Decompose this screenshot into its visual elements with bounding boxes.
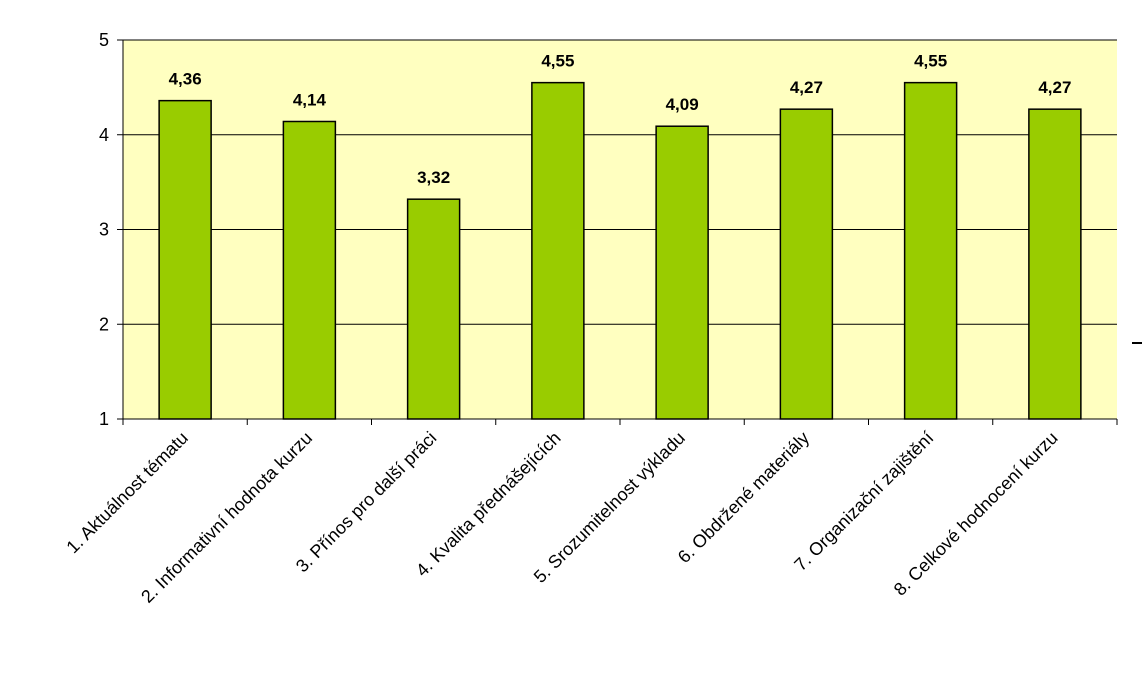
category-label: 1. Aktuálnost tématu — [62, 428, 191, 557]
bar — [158, 99, 212, 420]
data-label: 4,36 — [169, 70, 202, 89]
data-labels: 4,36 4,14 3,32 4,55 4,09 4,27 4,55 4,27 — [169, 52, 1072, 188]
bar — [903, 81, 958, 420]
bar — [655, 125, 709, 420]
data-label: 4,55 — [914, 52, 947, 71]
category-label: 6. Obdržené materiály — [674, 428, 813, 567]
data-label: 3,32 — [417, 168, 450, 187]
category-label: 7. Organizační zajištění — [790, 428, 937, 575]
y-axis: 1 2 3 4 5 — [99, 30, 124, 429]
data-label: 4,27 — [1038, 78, 1071, 97]
bars — [158, 81, 1082, 420]
data-label: 4,55 — [541, 52, 574, 71]
data-label: 4,14 — [293, 90, 327, 109]
y-tick-label: 2 — [99, 314, 109, 334]
y-tick-label: 1 — [99, 409, 109, 429]
data-label: 4,09 — [666, 95, 699, 114]
y-tick-label: 4 — [99, 125, 109, 145]
bar — [406, 198, 461, 420]
category-label: 3. Přínos pro další práci — [292, 428, 441, 577]
y-tick-label: 5 — [99, 30, 109, 50]
bar — [282, 120, 337, 420]
category-label: 4. Kvalita přednášejících — [412, 428, 565, 581]
bar — [779, 108, 834, 420]
bar — [1028, 108, 1082, 420]
data-label: 4,27 — [790, 78, 823, 97]
y-tick-label: 3 — [99, 220, 109, 240]
bar — [531, 81, 585, 420]
